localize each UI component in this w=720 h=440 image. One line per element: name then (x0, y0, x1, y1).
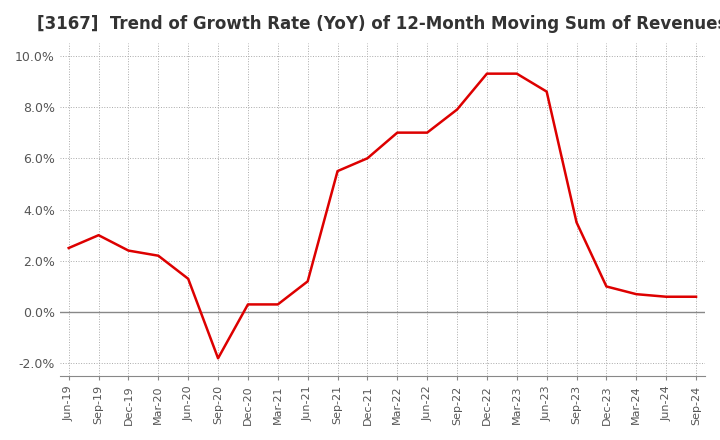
Title: [3167]  Trend of Growth Rate (YoY) of 12-Month Moving Sum of Revenues: [3167] Trend of Growth Rate (YoY) of 12-… (37, 15, 720, 33)
